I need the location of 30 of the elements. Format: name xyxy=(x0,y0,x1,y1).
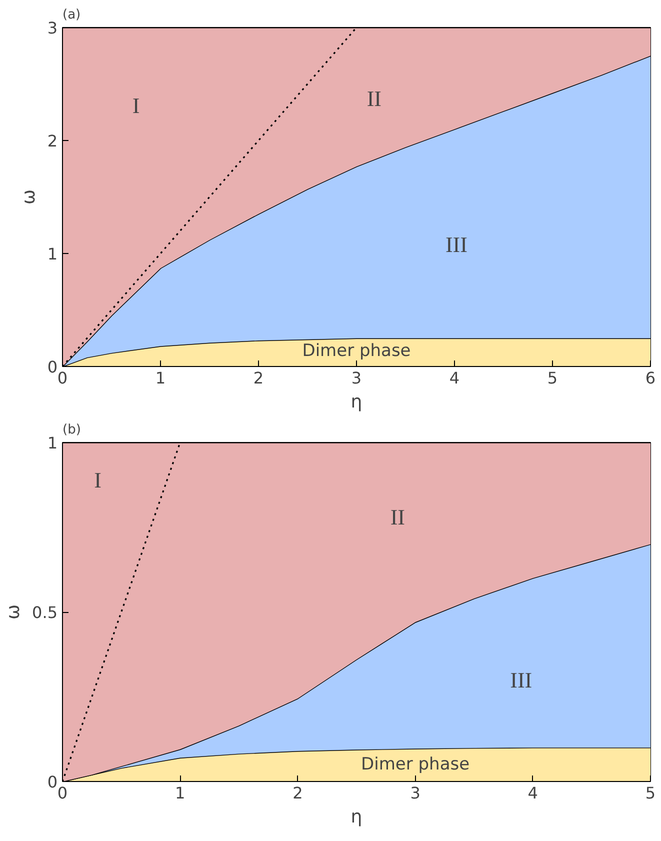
y-tick-label: 1 xyxy=(47,244,58,264)
x-tick-label: 4 xyxy=(528,784,538,802)
y-tick-label: 3 xyxy=(47,18,58,38)
x-tick-label: 4 xyxy=(449,368,460,388)
x-tick-label: 2 xyxy=(253,368,264,388)
x-tick-label: 3 xyxy=(351,368,362,388)
y-tick-label: 2 xyxy=(47,132,58,150)
annotation: II xyxy=(390,504,405,530)
y-axis-title: ω xyxy=(3,604,24,620)
chart-title: (b) xyxy=(62,422,81,438)
x-tick-label: 5 xyxy=(645,784,656,802)
annotation: III xyxy=(510,667,532,692)
annotation: Dimer phase xyxy=(302,341,411,362)
chart-title: (a) xyxy=(62,8,81,22)
y-axis-title: ω xyxy=(18,189,40,205)
y-tick-label: 0.5 xyxy=(32,603,58,622)
annotation: I xyxy=(94,467,102,492)
annotation: Dimer phase xyxy=(361,754,470,775)
annotation: III xyxy=(445,232,468,257)
y-tick-label: 1 xyxy=(47,434,58,452)
x-tick-label: 5 xyxy=(547,368,558,388)
x-tick-label: 2 xyxy=(292,784,303,802)
x-axis-title: η xyxy=(350,392,362,412)
x-tick-label: 3 xyxy=(410,784,420,802)
x-tick-label: 6 xyxy=(645,368,656,388)
x-axis-title: η xyxy=(350,806,362,828)
x-tick-label: 1 xyxy=(175,784,186,802)
x-tick-label: 1 xyxy=(155,368,166,388)
annotation: II xyxy=(366,86,382,112)
annotation: I xyxy=(132,92,140,118)
